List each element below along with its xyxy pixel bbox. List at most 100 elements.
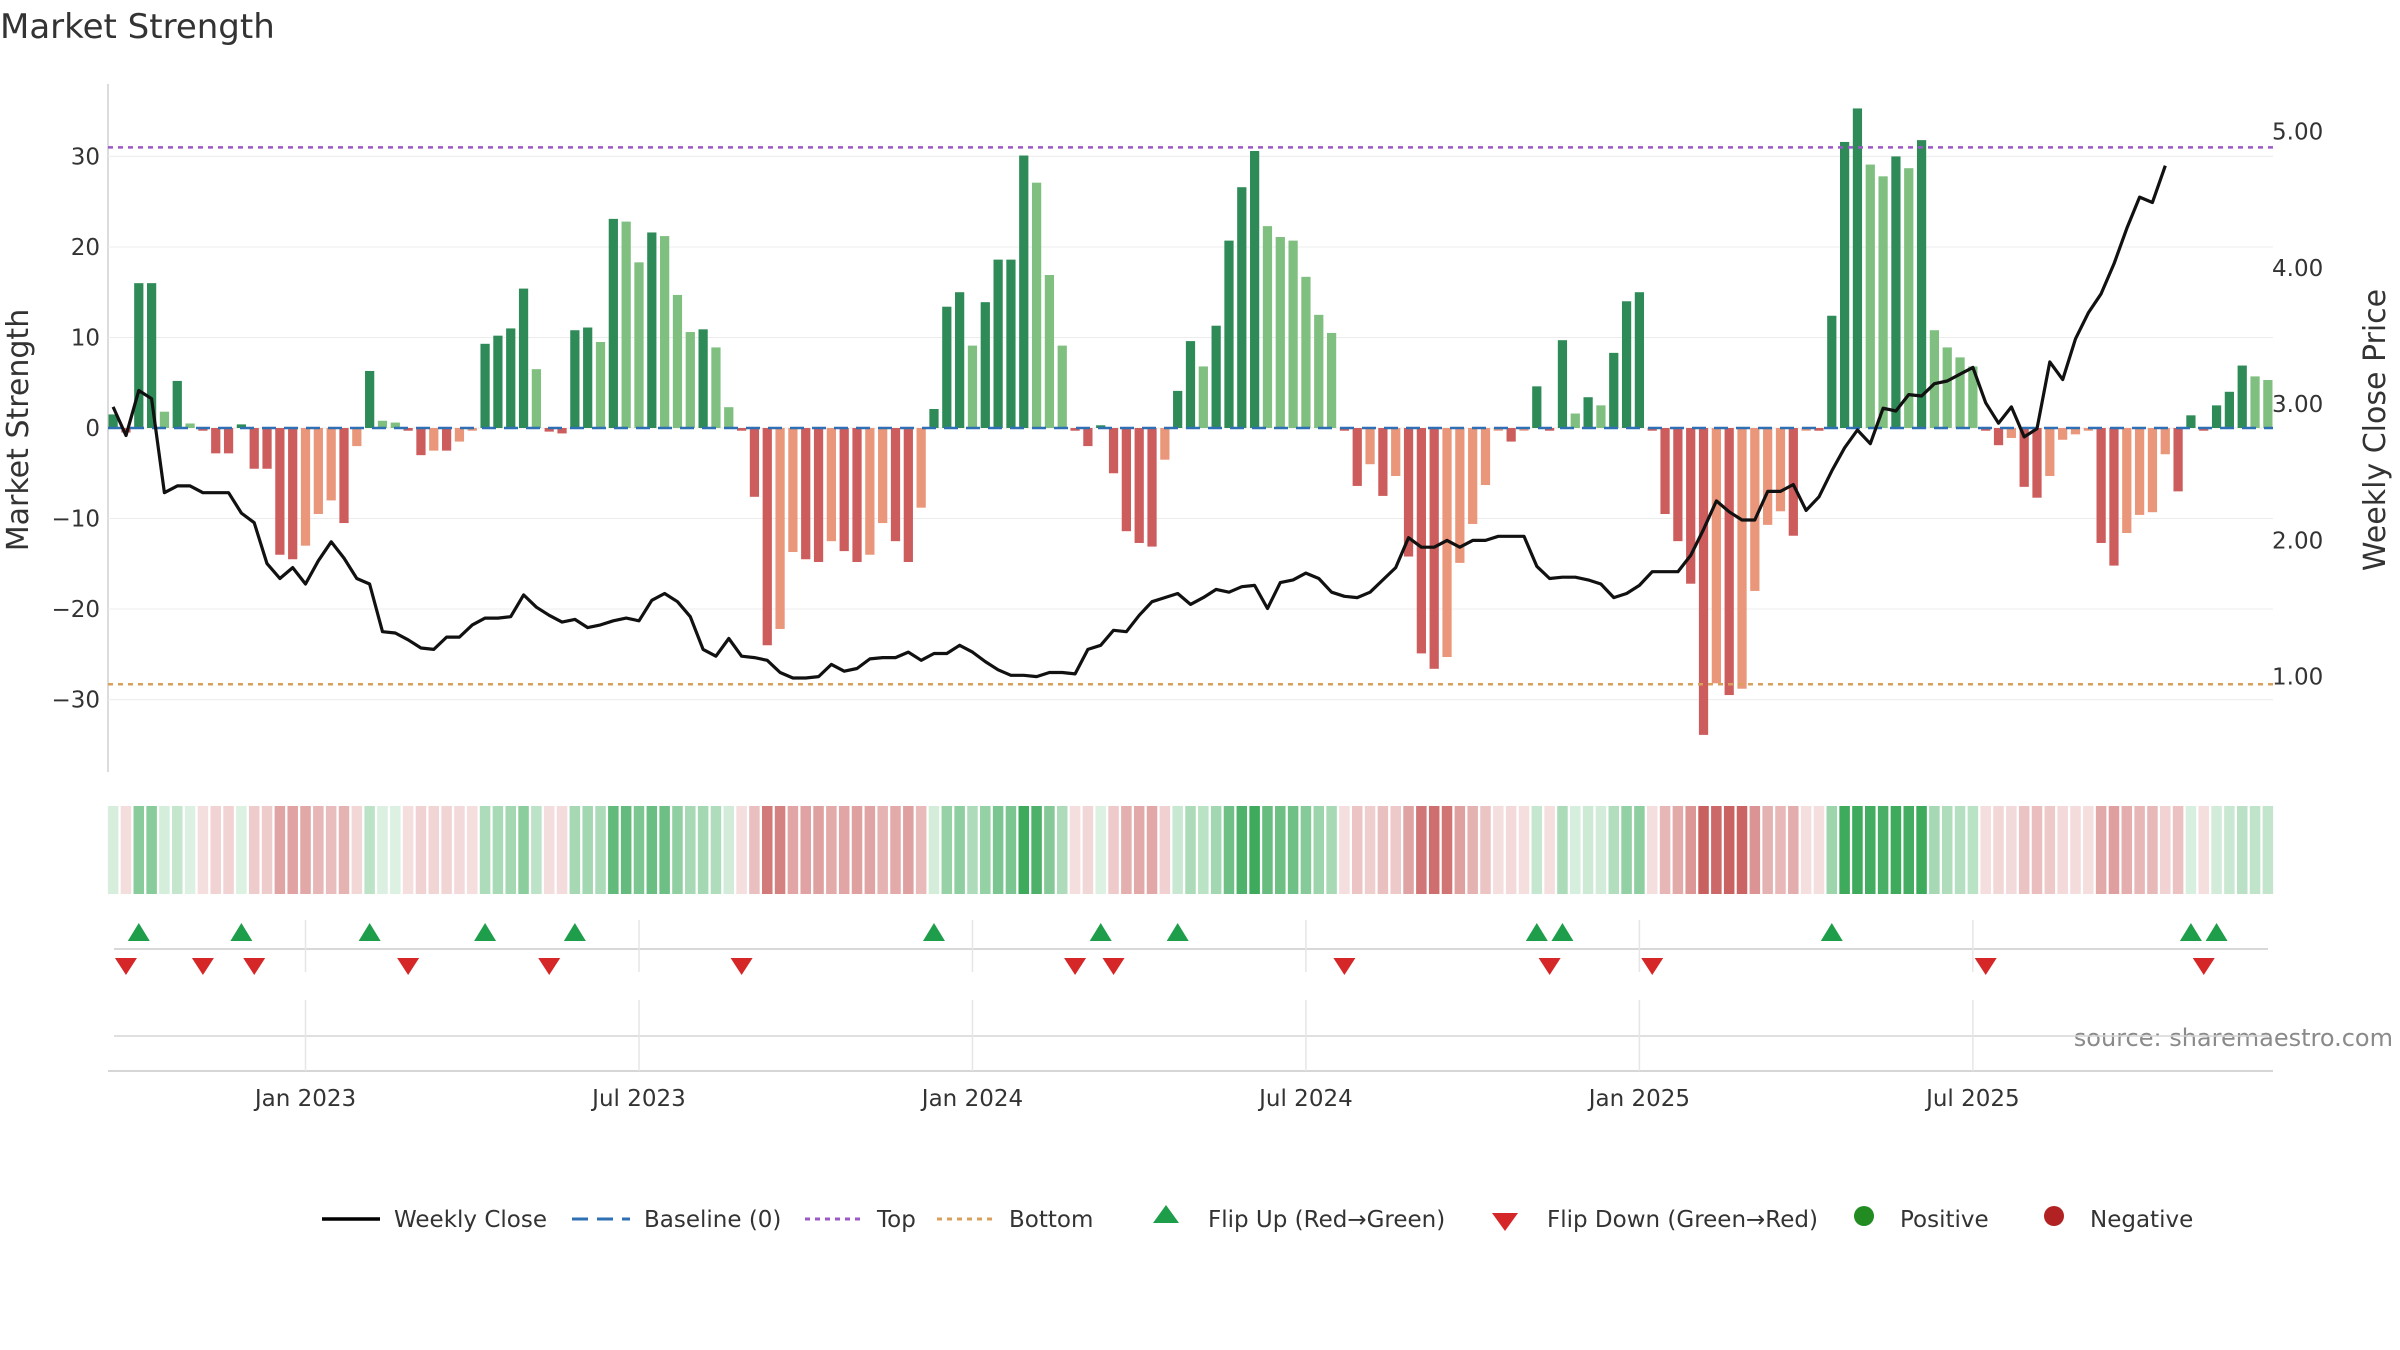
heat-cell bbox=[1326, 806, 1337, 894]
strength-bar bbox=[1916, 140, 1927, 428]
x-axis: Jan 2023 Jul 2023 Jan 2024 Jul 2024 Jan 2025… bbox=[108, 920, 2273, 1112]
heat-cell bbox=[915, 806, 927, 894]
strength-bar bbox=[762, 428, 772, 646]
heat-cell bbox=[492, 806, 504, 894]
heat-cell bbox=[2172, 806, 2184, 894]
strength-bar bbox=[1865, 164, 1875, 428]
heat-cell bbox=[1505, 806, 1517, 894]
strength-bar bbox=[1634, 292, 1645, 428]
strength-bar bbox=[1339, 428, 1350, 431]
heat-cell bbox=[197, 806, 209, 894]
strength-bar bbox=[108, 414, 118, 428]
strength-bar bbox=[1647, 428, 1657, 431]
strength-bar bbox=[1968, 366, 1978, 428]
strength-bar bbox=[416, 428, 426, 456]
heat-cell bbox=[2006, 806, 2017, 894]
heat-cell bbox=[1852, 806, 1863, 894]
chart-title: Market Strength bbox=[0, 7, 275, 47]
heat-cell bbox=[1377, 806, 1389, 894]
heat-cell bbox=[2160, 806, 2171, 894]
heat-cell bbox=[608, 806, 619, 894]
strength-bar bbox=[159, 411, 170, 428]
x-tick-label: Jul 2025 bbox=[1924, 1086, 2020, 1112]
heat-cell bbox=[2018, 806, 2030, 894]
heat-cell bbox=[992, 806, 1004, 894]
heat-cell bbox=[1056, 806, 1068, 894]
flip-up-marker bbox=[2205, 923, 2228, 941]
strength-bar bbox=[1929, 330, 1940, 428]
strength-bar bbox=[736, 428, 747, 431]
heat-cell bbox=[1929, 806, 1940, 894]
legend-symbol-triangle-down bbox=[1492, 1213, 1518, 1231]
strength-bar bbox=[1403, 428, 1414, 557]
strength-bar bbox=[2250, 376, 2260, 428]
heat-cell bbox=[1659, 806, 1671, 894]
strength-bar bbox=[1621, 301, 1632, 428]
heat-cell bbox=[2236, 806, 2248, 894]
heat-cell bbox=[428, 806, 440, 894]
heat-cell bbox=[415, 806, 427, 894]
flip-up-marker bbox=[474, 923, 497, 941]
heat-cell bbox=[1480, 806, 1491, 894]
heat-cell bbox=[787, 806, 799, 894]
strength-bar bbox=[1185, 341, 1196, 428]
strength-bar bbox=[1134, 428, 1144, 543]
strength-bar bbox=[313, 428, 323, 514]
strength-bar bbox=[1763, 428, 1773, 525]
strength-bar bbox=[339, 428, 349, 524]
strength-bar bbox=[223, 428, 234, 454]
strength-bar bbox=[2186, 415, 2196, 428]
heat-cell bbox=[2121, 806, 2133, 894]
flip-up-marker bbox=[922, 923, 945, 941]
heat-cell bbox=[813, 806, 824, 894]
heat-cell bbox=[633, 806, 645, 894]
strength-bar bbox=[916, 428, 926, 508]
flip-down-marker bbox=[2192, 958, 2215, 975]
strength-bar bbox=[2122, 428, 2132, 534]
heat-cell bbox=[1621, 806, 1632, 894]
y-left-tick-label: −20 bbox=[51, 597, 100, 623]
strength-bar bbox=[1570, 413, 1580, 428]
heat-cell bbox=[1249, 806, 1260, 894]
heat-cell bbox=[1800, 806, 1812, 894]
strength-bar bbox=[1301, 276, 1311, 428]
strength-bar bbox=[980, 302, 990, 428]
heat-cell bbox=[851, 806, 863, 894]
heat-cell bbox=[531, 806, 542, 894]
strength-bar bbox=[1545, 428, 1555, 431]
strength-bar bbox=[1660, 428, 1670, 514]
main-plot: 30 20 10 0 −10 −20 −30 5.00 4.00 3.00 2.00 1.00 bbox=[51, 84, 2323, 772]
heat-cell bbox=[2185, 806, 2197, 894]
strength-bar bbox=[570, 330, 580, 428]
heat-cell bbox=[261, 806, 273, 894]
x-tick-label: Jan 2023 bbox=[253, 1086, 356, 1112]
heat-cell bbox=[1839, 806, 1850, 894]
strength-bar bbox=[1750, 428, 1760, 591]
heat-cell bbox=[877, 806, 888, 894]
flip-down-marker bbox=[1102, 958, 1125, 975]
heat-cell bbox=[1826, 806, 1838, 894]
strength-bar bbox=[1557, 340, 1568, 428]
legend-label: Baseline (0) bbox=[644, 1207, 781, 1233]
strength-bar bbox=[1237, 187, 1247, 428]
strength-bar bbox=[1326, 332, 1337, 428]
heat-cell bbox=[1262, 806, 1273, 894]
legend-label: Top bbox=[876, 1207, 916, 1233]
heat-cell bbox=[2031, 806, 2043, 894]
heat-cell bbox=[774, 806, 786, 894]
strength-bar bbox=[993, 259, 1003, 428]
strength-bar bbox=[595, 342, 606, 428]
strength-bar bbox=[1583, 397, 1593, 428]
strength-bar bbox=[1506, 428, 1516, 442]
strength-bar bbox=[249, 428, 259, 469]
flip-down-marker bbox=[114, 958, 137, 975]
strength-bar bbox=[198, 428, 208, 431]
y-left-tick-label: 10 bbox=[71, 325, 100, 351]
strength-bar bbox=[775, 428, 785, 629]
x-tick-label: Jul 2023 bbox=[590, 1086, 686, 1112]
heat-cell bbox=[2134, 806, 2145, 894]
flip-up-marker bbox=[230, 923, 253, 941]
heat-cell bbox=[1275, 806, 1286, 894]
heat-cell bbox=[1428, 806, 1440, 894]
flip-up-marker bbox=[1820, 923, 1843, 941]
